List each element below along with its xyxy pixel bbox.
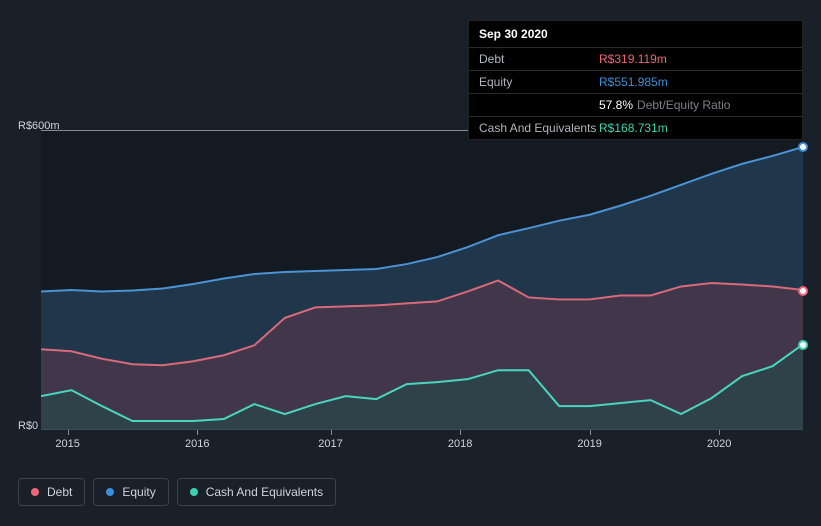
x-axis-label: 2018 — [448, 438, 472, 450]
series-end-marker — [798, 286, 808, 296]
chart-svg — [41, 131, 803, 430]
tooltip-row: 57.8% Debt/Equity Ratio — [469, 94, 802, 117]
legend-item[interactable]: Debt — [18, 478, 85, 506]
x-tick-mark — [197, 430, 198, 435]
legend-dot — [31, 488, 39, 496]
tooltip-row-label — [479, 98, 599, 112]
x-tick-mark — [719, 430, 720, 435]
legend: Debt Equity Cash And Equivalents — [18, 478, 336, 506]
tooltip-row: Cash And EquivalentsR$168.731m — [469, 117, 802, 139]
x-axis: 2015 2016 2017 2018 2019 2020 — [41, 436, 803, 456]
x-tick-mark — [590, 430, 591, 435]
legend-dot — [190, 488, 198, 496]
tooltip-row: DebtR$319.119m — [469, 48, 802, 71]
series-end-marker — [798, 340, 808, 350]
legend-item[interactable]: Cash And Equivalents — [177, 478, 336, 506]
legend-label: Debt — [47, 485, 72, 499]
tooltip-row-value: R$168.731m — [599, 121, 668, 135]
series-end-marker — [798, 142, 808, 152]
tooltip-row-value: R$551.985m — [599, 75, 668, 89]
x-tick-mark — [460, 430, 461, 435]
tooltip-date: Sep 30 2020 — [469, 21, 802, 48]
x-tick-mark — [331, 430, 332, 435]
x-axis-label: 2019 — [577, 438, 601, 450]
x-axis-label: 2017 — [318, 438, 342, 450]
x-tick-mark — [68, 430, 69, 435]
tooltip-row-sublabel: Debt/Equity Ratio — [637, 98, 730, 112]
x-axis-label: 2020 — [707, 438, 731, 450]
tooltip-row-label: Debt — [479, 52, 599, 66]
x-axis-label: 2016 — [185, 438, 209, 450]
tooltip-row-value: R$319.119m — [599, 52, 667, 66]
y-axis-bottom-label: R$0 — [18, 420, 38, 432]
legend-dot — [106, 488, 114, 496]
tooltip-row-value: 57.8% — [599, 98, 633, 112]
chart-plot-area[interactable] — [41, 130, 803, 430]
legend-item[interactable]: Equity — [93, 478, 168, 506]
legend-label: Equity — [122, 485, 155, 499]
legend-label: Cash And Equivalents — [206, 485, 323, 499]
x-axis-label: 2015 — [55, 438, 79, 450]
tooltip-row-label: Equity — [479, 75, 599, 89]
tooltip-row-label: Cash And Equivalents — [479, 121, 599, 135]
tooltip-panel: Sep 30 2020 DebtR$319.119mEquityR$551.98… — [468, 20, 803, 140]
tooltip-row: EquityR$551.985m — [469, 71, 802, 94]
